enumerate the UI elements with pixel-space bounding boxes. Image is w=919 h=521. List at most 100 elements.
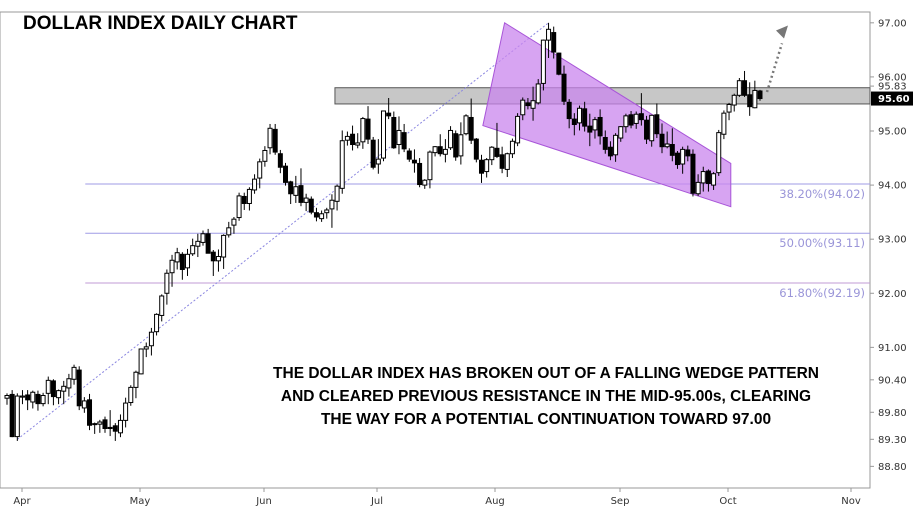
candle <box>19 390 25 405</box>
candle-body <box>298 185 304 203</box>
chart-annotation: THE DOLLAR INDEX HAS BROKEN OUT OF A FAL… <box>273 365 819 428</box>
candle <box>4 393 10 405</box>
candle-body <box>25 394 31 401</box>
candle-body <box>721 112 727 135</box>
candle <box>40 392 46 407</box>
candle <box>350 125 356 151</box>
candle <box>515 113 521 147</box>
candle <box>293 175 299 203</box>
candle <box>117 414 123 438</box>
candle-body <box>61 385 67 392</box>
candle <box>97 419 103 433</box>
x-tick-label: Jul <box>370 496 383 507</box>
y-tick-label: 94.00 <box>878 181 907 192</box>
time-axis: Apr May Jun Jul Aug Sep Oct Nov <box>13 488 861 507</box>
candle <box>592 116 598 139</box>
candle-body <box>308 198 314 213</box>
candle-body <box>561 73 567 102</box>
candle-body <box>736 80 742 96</box>
candle-body <box>319 213 325 220</box>
candle <box>288 180 294 205</box>
arrow-shaft <box>765 43 784 93</box>
candle-body <box>582 108 588 127</box>
candle <box>381 110 386 162</box>
candle <box>329 194 335 228</box>
candle <box>752 80 758 109</box>
candle-body <box>417 162 423 186</box>
y-tick-label: 96.00 <box>878 72 907 83</box>
candle <box>56 389 62 405</box>
candle-body <box>613 134 619 156</box>
candle-body <box>432 146 438 154</box>
candle-body <box>66 378 72 389</box>
candle-body <box>71 366 77 380</box>
candle-body <box>241 195 247 204</box>
swing-dotted-line <box>17 22 549 440</box>
candle-body <box>406 150 412 160</box>
candle <box>427 150 433 189</box>
candle <box>123 397 129 428</box>
candle <box>649 114 655 147</box>
candle <box>308 196 314 215</box>
candle-body <box>329 199 335 210</box>
candle <box>638 93 644 126</box>
y-tick-label: 91.00 <box>878 343 907 354</box>
candle-body <box>313 212 319 218</box>
candle <box>540 39 546 91</box>
candle-body <box>226 227 232 236</box>
candle-body <box>463 115 469 135</box>
x-tick-label: Nov <box>841 496 861 507</box>
candle <box>283 162 289 186</box>
candle <box>494 122 500 159</box>
candle-body <box>133 371 139 388</box>
candle <box>716 129 722 176</box>
candle-body <box>123 402 129 421</box>
candle-body <box>339 140 345 189</box>
candle-body <box>638 113 644 121</box>
candle <box>87 393 93 431</box>
candle-body <box>159 295 165 316</box>
candle-body <box>530 100 536 109</box>
candle-body <box>40 395 46 405</box>
candle <box>742 70 748 97</box>
candle-body <box>747 94 753 108</box>
candle <box>246 187 252 211</box>
candle <box>66 373 72 397</box>
candle <box>504 152 510 177</box>
x-tick-label: Oct <box>719 496 736 507</box>
candle-body <box>381 110 386 159</box>
candle-body <box>87 399 93 426</box>
candle-body <box>473 138 479 160</box>
candle-body <box>695 181 701 195</box>
candle <box>133 370 139 399</box>
arrow-head <box>776 25 788 39</box>
candle <box>61 380 67 405</box>
candle-body <box>355 142 361 146</box>
candle <box>525 98 531 110</box>
candle-body <box>56 390 62 399</box>
candle <box>143 342 149 358</box>
candle <box>489 146 495 166</box>
candle-body <box>303 197 309 203</box>
candle-body <box>143 346 149 350</box>
candle-body <box>700 171 706 184</box>
candle-body <box>515 115 521 144</box>
candle <box>406 148 412 162</box>
candle-body <box>726 103 732 113</box>
y-tick-label: 93.00 <box>878 235 907 246</box>
candle <box>365 106 371 144</box>
candle-body <box>117 419 123 434</box>
candle <box>107 410 113 437</box>
candle-body <box>618 126 624 139</box>
y-tick-label: 88.80 <box>878 462 907 473</box>
candle-body <box>148 331 154 347</box>
candle <box>298 168 304 207</box>
candle <box>313 207 319 222</box>
candle-body <box>607 146 613 157</box>
candle-body <box>576 107 582 124</box>
candle-body <box>35 393 41 405</box>
y-tick-label: 89.30 <box>878 435 907 446</box>
candle <box>81 397 87 413</box>
candle <box>535 79 541 105</box>
candle <box>102 416 108 433</box>
